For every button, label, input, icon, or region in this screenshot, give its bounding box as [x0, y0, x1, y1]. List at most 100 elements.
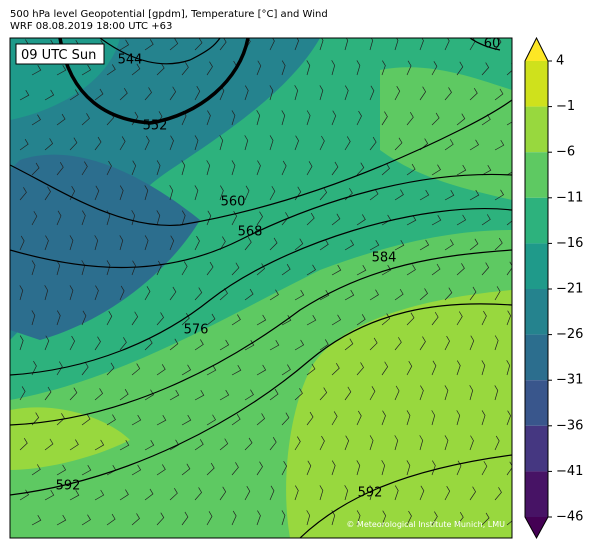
wind-barb: [306, 314, 317, 326]
wind-barb: [331, 460, 336, 476]
wind-barb: [481, 512, 490, 526]
wind-barb: [19, 437, 28, 451]
wind-barb: [69, 387, 78, 401]
wind-barb: [319, 387, 328, 401]
wind-barb: [319, 239, 329, 251]
wind-barb: [306, 110, 311, 126]
wind-barb: [144, 389, 154, 401]
wind-barb: [156, 364, 166, 376]
wind-barb: [394, 288, 404, 301]
wind-barb: [244, 486, 251, 501]
wind-barb: [444, 485, 451, 501]
wind-barb: [431, 61, 438, 76]
wind-barb: [206, 110, 211, 126]
wind-barb: [344, 38, 349, 51]
wind-barb: [269, 135, 274, 151]
contour-label: 592: [358, 486, 383, 501]
wind-barb: [381, 60, 386, 76]
wind-barb: [131, 160, 137, 176]
cold-core: [10, 154, 200, 340]
wind-barb: [356, 162, 365, 176]
wind-barb: [31, 360, 37, 376]
wind-barb: [19, 335, 24, 351]
wind-barb: [456, 311, 463, 326]
wind-barb: [356, 214, 366, 226]
wind-barb: [44, 235, 49, 251]
wind-barb: [169, 38, 179, 51]
wind-barb: [356, 510, 361, 526]
wind-barb: [269, 237, 278, 251]
wind-barb: [119, 185, 124, 201]
wind-barb: [456, 164, 467, 176]
wind-barb: [506, 513, 512, 526]
wind-barb: [19, 90, 30, 101]
contour-label: 60: [484, 37, 501, 52]
wind-barb: [281, 160, 287, 176]
wind-barb: [356, 60, 361, 76]
wind-barb: [331, 60, 336, 76]
wind-barb: [431, 511, 438, 526]
wind-barb: [31, 310, 36, 326]
wind-barb: [244, 237, 252, 251]
wind-barb: [194, 390, 205, 401]
wind-barb: [319, 135, 325, 151]
subtitle: WRF 08.08.2019 18:00 UTC +63: [10, 21, 172, 32]
cold-area: [10, 38, 320, 340]
wind-barb: [306, 60, 311, 76]
wind-barb: [181, 160, 186, 176]
wind-barb: [294, 238, 304, 251]
contour-label: 568: [238, 225, 263, 240]
wind-barb: [244, 288, 254, 301]
wind-barb: [294, 339, 305, 351]
wind-barb: [56, 210, 62, 226]
wind-barb: [419, 189, 430, 201]
wind-barb: [319, 290, 330, 301]
wind-barb: [406, 361, 413, 376]
wind-barb: [31, 515, 42, 526]
colorbar-tick-label: 4: [556, 54, 564, 69]
wind-barb: [319, 38, 324, 51]
wind-barb: [369, 337, 378, 351]
wind-barb: [206, 462, 215, 476]
wind-barb: [344, 85, 349, 101]
wind-barb: [444, 139, 454, 151]
wind-barb: [156, 260, 162, 276]
wind-barb: [131, 260, 136, 276]
wind-barb: [419, 239, 430, 251]
wind-barb: [381, 163, 390, 176]
wind-barb: [319, 339, 329, 351]
wind-barb: [344, 435, 350, 451]
wind-barb: [194, 86, 201, 101]
wind-barb: [331, 110, 337, 126]
time-label: 09 UTC Sun: [21, 48, 96, 63]
contour-label: 584: [372, 251, 397, 266]
credit: © Meteorological Institute Munich, LMU: [346, 520, 505, 529]
wind-barb: [19, 187, 27, 201]
colorbar-over: [525, 38, 548, 61]
wind-barb: [219, 389, 230, 401]
wind-barb: [494, 385, 499, 401]
colorbar-tick-label: −16: [556, 236, 583, 251]
wind-barb: [206, 511, 213, 526]
wind-barb: [344, 485, 349, 501]
wind-barb: [281, 315, 292, 326]
wind-barb: [94, 285, 99, 301]
wind-barb: [356, 460, 361, 476]
wind-barb: [106, 260, 111, 276]
wind-barb: [494, 286, 501, 301]
wind-barb: [494, 139, 505, 151]
wind-barb: [494, 335, 499, 351]
wind-barb: [294, 485, 299, 501]
wind-barb: [419, 38, 424, 51]
wind-barb: [481, 62, 490, 76]
wind-barb: [319, 85, 324, 101]
wind-barb: [156, 512, 165, 526]
colorbar-band: [525, 334, 548, 381]
wind-barb: [194, 235, 200, 251]
wind-barb: [269, 339, 280, 351]
wind-barb: [381, 460, 386, 476]
wind-barb: [194, 287, 203, 301]
wind-barb: [244, 437, 253, 451]
wind-barb: [94, 136, 102, 151]
